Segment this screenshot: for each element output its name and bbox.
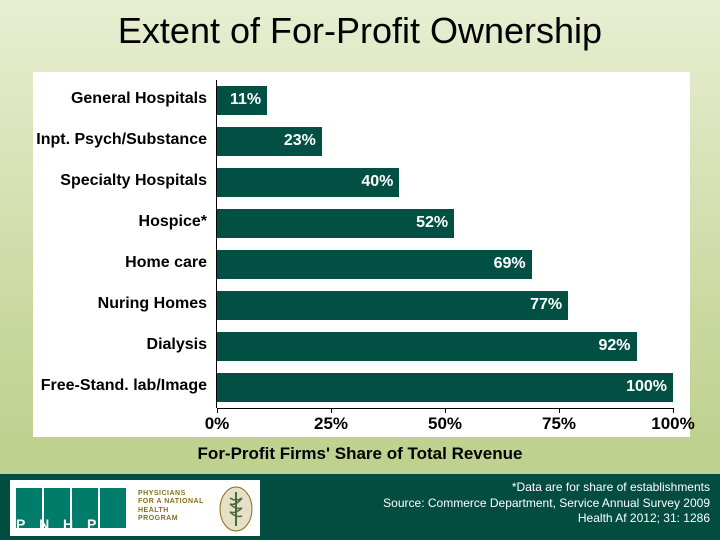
bar-value-label: 77% (217, 296, 562, 314)
footer: P N H P PHYSICIANS FOR A NATIONAL HEALTH… (0, 474, 720, 540)
bar-value-label: 69% (217, 255, 526, 273)
x-tick-label: 25% (301, 414, 361, 434)
logo-letters: P N H P (16, 516, 98, 532)
bar-value-label: 100% (217, 378, 667, 396)
pnhp-logo: P N H P PHYSICIANS FOR A NATIONAL HEALTH… (10, 480, 260, 536)
slide: Extent of For-Profit Ownership 0% 25% 50% 7… (0, 0, 720, 540)
category-label: Nuring Homes (33, 295, 207, 313)
category-label: Hospice* (33, 213, 207, 231)
footnote-line: Health Af 2012; 31: 1286 (383, 511, 710, 527)
category-label: Home care (33, 254, 207, 272)
x-tick-label: 50% (415, 414, 475, 434)
category-label: General Hospitals (33, 90, 207, 108)
x-axis-title: For-Profit Firms' Share of Total Revenue (0, 444, 720, 464)
page-title: Extent of For-Profit Ownership (0, 10, 720, 52)
caduceus-icon (218, 486, 254, 532)
x-tick-label: 75% (529, 414, 589, 434)
bar-value-label: 92% (217, 337, 631, 355)
footer-citation: *Data are for share of establishments So… (383, 480, 710, 527)
bar-value-label: 52% (217, 214, 448, 232)
bar-value-label: 11% (217, 91, 261, 109)
chart-area: 0% 25% 50% 75% 100% General Hospitals 11% Inpt.… (33, 72, 690, 437)
category-label: Dialysis (33, 336, 207, 354)
category-label: Free-Stand. lab/Image (33, 377, 207, 395)
category-label: Inpt. Psych/Substance (33, 131, 207, 149)
category-label: Specialty Hospitals (33, 172, 207, 190)
bar-chart: 0% 25% 50% 75% 100% General Hospitals 11% Inpt.… (33, 72, 690, 437)
x-tick-label: 0% (187, 414, 247, 434)
footnote-line: Source: Commerce Department, Service Ann… (383, 496, 710, 512)
logo-tagline: PHYSICIANS FOR A NATIONAL HEALTH PROGRAM (138, 490, 204, 524)
bar-value-label: 40% (217, 173, 393, 191)
x-tick-label: 100% (643, 414, 703, 434)
bar-value-label: 23% (217, 132, 316, 150)
footnote-line: *Data are for share of establishments (383, 480, 710, 496)
